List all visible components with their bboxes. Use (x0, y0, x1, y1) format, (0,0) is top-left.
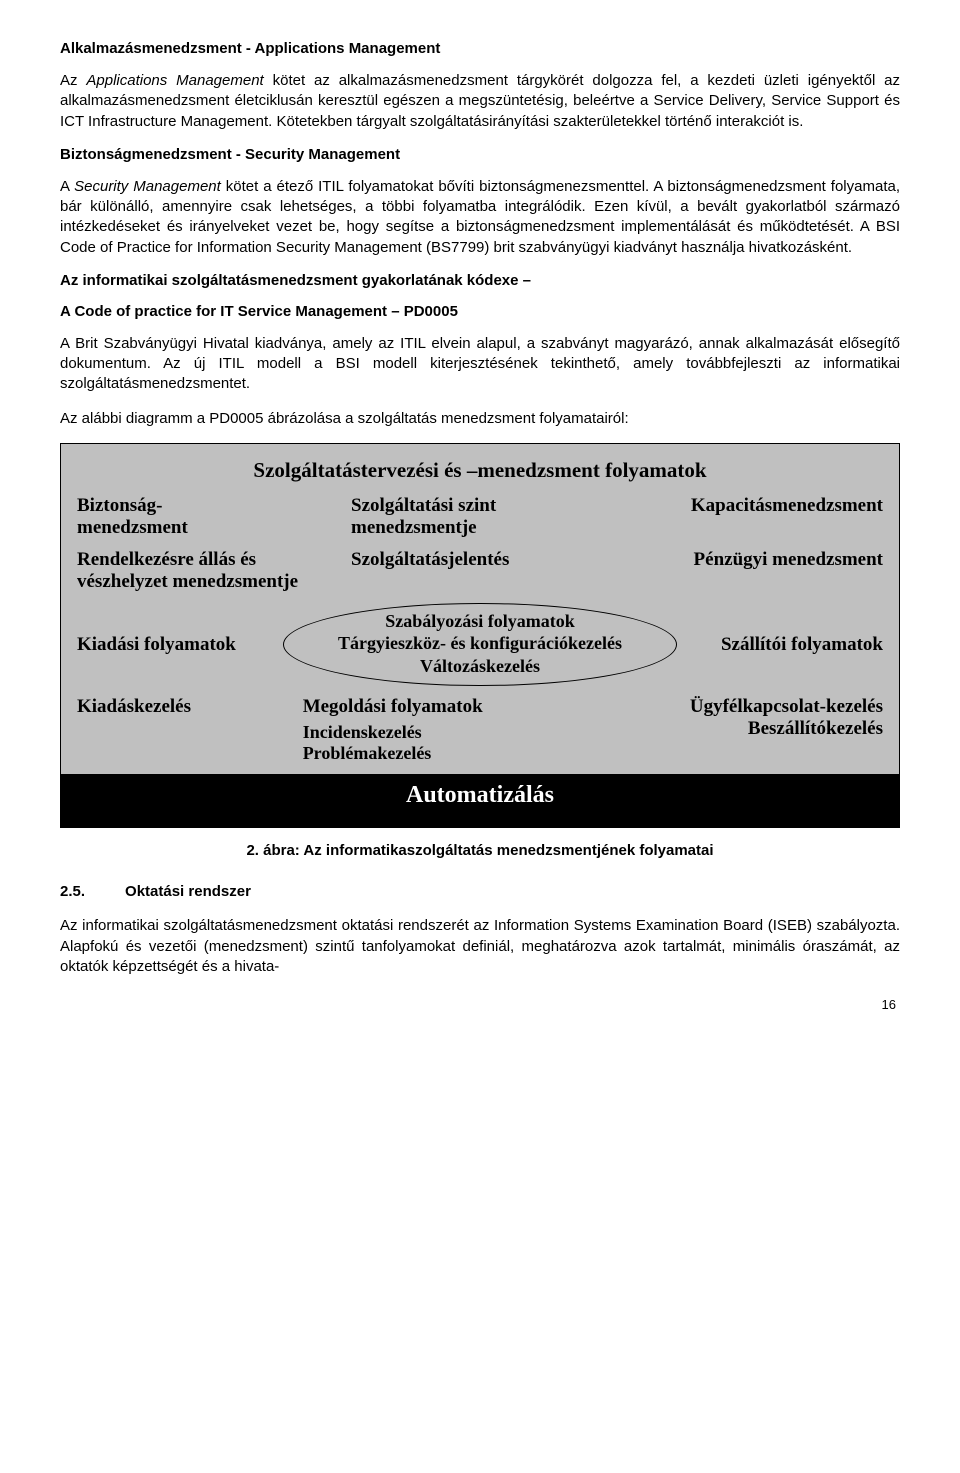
paragraph-bsi: A Brit Szabványügyi Hivatal kiadványa, a… (60, 334, 900, 395)
diagram-row-2: Rendelkezésre állás és vészhelyzet mened… (77, 549, 883, 593)
paragraph-applications: Az Applications Management kötet az alka… (60, 71, 900, 132)
paragraph-training: Az informatikai szolgáltatásmenedzsment … (60, 916, 900, 977)
diagram-row-1: Biztonság- menedzsment Szolgáltatási szi… (77, 495, 883, 539)
cell-customer-relationship: Ügyfélkapcsolat-kezelés (625, 696, 883, 718)
cell-resolution-processes: Megoldási folyamatok Incidenskezelés Pro… (303, 696, 625, 764)
cell-release-processes: Kiadási folyamatok (77, 634, 303, 656)
automation-band: Automatizálás (61, 774, 899, 827)
section-heading-row: 2.5. Oktatási rendszer (60, 883, 900, 900)
text-italic: Security Management (74, 178, 221, 195)
cell-relationship-mgmt: Ügyfélkapcsolat-kezelés Beszállítókezelé… (625, 696, 883, 764)
section-title: Oktatási rendszer (125, 883, 251, 900)
cell-supplier-processes: Szállítói folyamatok (657, 634, 883, 656)
diagram-title: Szolgáltatástervezési és –menedzsment fo… (77, 458, 883, 483)
cell-service-report: Szolgáltatásjelentés (351, 549, 609, 593)
page-number: 16 (60, 997, 900, 1012)
heading-code-of-practice-hu: Az informatikai szolgáltatásmenedzsment … (60, 272, 900, 289)
ellipse-container: Szabályozási folyamatok Tárgyieszköz- és… (303, 603, 658, 687)
cell-security-mgmt: Biztonság- menedzsment (77, 495, 351, 539)
cell-capacity-mgmt: Kapacitásmenedzsment (609, 495, 883, 539)
paragraph-diagram-intro: Az alábbi diagramm a PD0005 ábrázolása a… (60, 409, 900, 429)
cell-service-level-mgmt: Szolgáltatási szint menedzsmentje (351, 495, 609, 539)
cell-availability-mgmt: Rendelkezésre állás és vészhelyzet mened… (77, 549, 351, 593)
text: A (60, 178, 74, 195)
diagram-bottom-row: Kiadáskezelés Megoldási folyamatok Incid… (77, 696, 883, 774)
diagram-mid-row: Kiadási folyamatok Szabályozási folyamat… (77, 603, 883, 687)
resolution-title: Megoldási folyamatok (303, 696, 625, 718)
cell-incident-mgmt: Incidenskezelés (303, 722, 625, 743)
ellipse-line-3: Változáskezelés (294, 655, 667, 678)
ellipse-line-2: Tárgyieszköz- és konfigurációkezelés (294, 632, 667, 655)
paragraph-security: A Security Management kötet a étező ITIL… (60, 177, 900, 258)
heading-security-mgmt: Biztonságmenedzsment - Security Manageme… (60, 146, 900, 163)
text: Az (60, 72, 86, 89)
ellipse-line-1: Szabályozási folyamatok (294, 610, 667, 633)
control-processes-ellipse: Szabályozási folyamatok Tárgyieszköz- és… (283, 603, 678, 687)
figure-caption: 2. ábra: Az informatikaszolgáltatás mene… (60, 842, 900, 859)
cell-financial-mgmt: Pénzügyi menedzsment (609, 549, 883, 593)
process-diagram: Szolgáltatástervezési és –menedzsment fo… (60, 443, 900, 829)
heading-code-of-practice-en: A Code of practice for IT Service Manage… (60, 303, 900, 320)
cell-release-mgmt: Kiadáskezelés (77, 696, 303, 764)
heading-applications-mgmt: Alkalmazásmenedzsment - Applications Man… (60, 40, 900, 57)
cell-problem-mgmt: Problémakezelés (303, 743, 625, 764)
section-number: 2.5. (60, 883, 85, 900)
text-italic: Applications Management (86, 72, 263, 89)
cell-supplier-mgmt: Beszállítókezelés (625, 718, 883, 740)
page-container: Alkalmazásmenedzsment - Applications Man… (0, 0, 960, 1032)
